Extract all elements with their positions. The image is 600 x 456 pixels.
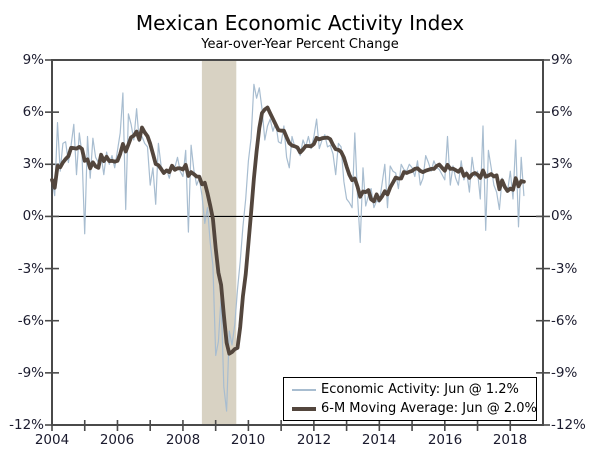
y-tick-label-right: -6% [551, 313, 578, 329]
y-tick-label-left: 6% [22, 104, 44, 120]
chart-subtitle: Year-over-Year Percent Change [201, 37, 399, 52]
y-tick-label-right: 0% [551, 208, 573, 224]
x-tick-label: 2010 [230, 432, 266, 448]
y-tick-label-left: 9% [22, 52, 44, 68]
y-tick-label-left: 3% [22, 156, 44, 172]
y-tick-label-right: -12% [551, 417, 586, 433]
moving-average-line-swatch [292, 406, 316, 411]
legend-label-economic-activity: Economic Activity: Jun @ 1.2% [321, 382, 519, 397]
y-tick-label-right: 6% [551, 104, 573, 120]
economic-activity-line [51, 83, 525, 412]
y-tick-label-right: -9% [551, 365, 578, 381]
axis-frame [51, 59, 544, 426]
x-tick-label: 2012 [296, 432, 332, 448]
recession-band [201, 60, 237, 425]
chart-title: Mexican Economic Activity Index [135, 11, 465, 35]
y-tick-label-right: 9% [551, 52, 573, 68]
legend-label-moving-average: 6-M Moving Average: Jun @ 2.0% [321, 401, 537, 416]
x-tick-label: 2016 [427, 432, 463, 448]
moving-average-line [50, 105, 526, 356]
legend: Economic Activity: Jun @ 1.2% 6-M Moving… [283, 377, 537, 421]
y-tick-label-right: 3% [551, 156, 573, 172]
legend-item-economic-activity: Economic Activity: Jun @ 1.2% [292, 380, 536, 399]
y-tick-label-left: -3% [17, 261, 44, 277]
y-tick-label-left: -12% [9, 417, 44, 433]
x-tick-label: 2006 [99, 432, 135, 448]
y-tick-label-left: -9% [17, 365, 44, 381]
y-tick-label-left: -6% [17, 313, 44, 329]
y-tick-label-right: -3% [551, 261, 578, 277]
x-tick-label: 2004 [34, 432, 70, 448]
legend-item-moving-average: 6-M Moving Average: Jun @ 2.0% [292, 399, 537, 418]
x-tick-label: 2014 [361, 432, 397, 448]
economic-activity-line-swatch [292, 388, 316, 391]
x-tick-label: 2008 [165, 432, 201, 448]
y-tick-label-left: 0% [22, 208, 44, 224]
x-tick-label: 2018 [492, 432, 528, 448]
